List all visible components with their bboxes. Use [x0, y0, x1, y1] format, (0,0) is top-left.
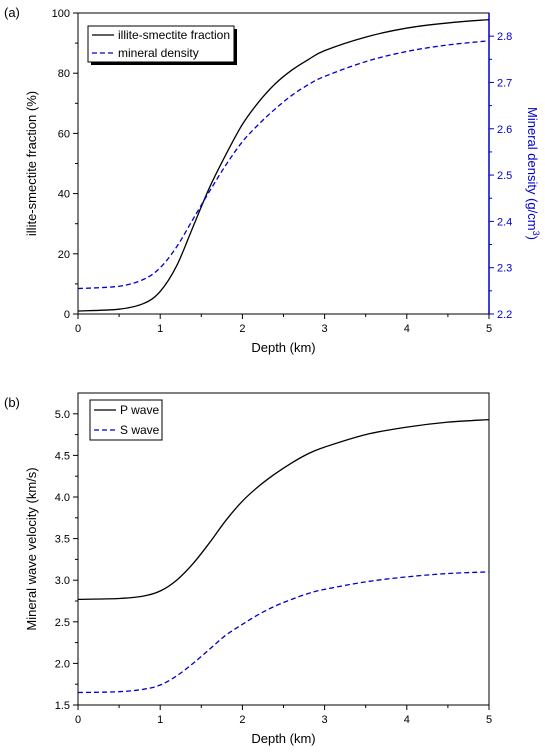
x-axis-label: Depth (km) [251, 340, 315, 355]
y2-axis-label-superscript: 3 [531, 231, 541, 236]
legend-label: S wave [120, 423, 160, 437]
x-tick-label: 5 [486, 323, 492, 335]
x-tick-label: 0 [75, 323, 81, 335]
panel-label: (a) [4, 5, 20, 20]
chart-panel-a: (a) 0 1 2 3 4 5 Depth (km) 0 20 40 60 80 100 illite-sm… [4, 5, 541, 355]
y-tick-label: 80 [58, 68, 70, 80]
y-tick-label: 3.5 [55, 534, 70, 546]
y2-tick-label: 2.2 [497, 309, 512, 321]
y2-tick-label: 2.7 [497, 77, 512, 89]
series-line-p-wave [77, 418, 490, 600]
y-tick-label: 20 [58, 249, 70, 261]
y2-tick-label: 2.6 [497, 124, 512, 136]
x-tick-label: 3 [322, 714, 328, 726]
y2-axis-label: Mineral density (g/cm3) [525, 107, 541, 240]
legend-box [89, 399, 163, 441]
y-tick-label: 4.5 [55, 450, 70, 462]
x-tick-label: 1 [157, 323, 163, 335]
y-tick-label: 2.0 [55, 658, 70, 670]
x-tick-label: 1 [157, 714, 163, 726]
panel-label: (b) [4, 395, 20, 410]
x-tick-label: 2 [239, 323, 245, 335]
y2-axis-label-main: Mineral density (g/cm [525, 107, 540, 231]
x-axis-label: Depth (km) [251, 731, 315, 746]
series-line-s-wave [77, 571, 490, 694]
y-tick-label: 40 [58, 189, 70, 201]
y-axis-label: illite-smectite fraction (%) [24, 91, 39, 236]
series-line-illite-smectite-fraction [77, 18, 490, 312]
x-tick-label: 5 [486, 714, 492, 726]
y-tick-label: 1.5 [55, 700, 70, 712]
series-line-mineral-density [77, 40, 490, 290]
x-tick-label: 4 [404, 323, 410, 335]
legend-label: mineral density [118, 46, 199, 60]
y-axis-label: Mineral wave velocity (km/s) [24, 467, 39, 630]
legend-box [87, 25, 235, 63]
y2-tick-label: 2.3 [497, 263, 512, 275]
x-tick-label: 2 [239, 714, 245, 726]
legend-label: P wave [120, 403, 159, 417]
legend-label: illite-smectite fraction [118, 28, 230, 42]
x-tick-label: 4 [404, 714, 410, 726]
y2-tick-label: 2.4 [497, 216, 512, 228]
y-tick-label: 2.5 [55, 617, 70, 629]
y2-axis-label-close: ) [525, 236, 540, 240]
x-tick-label: 3 [322, 323, 328, 335]
y-tick-label: 100 [52, 8, 70, 20]
y-tick-label: 0 [64, 309, 70, 321]
x-tick-label: 0 [75, 714, 81, 726]
y2-tick-label: 2.5 [497, 170, 512, 182]
y-tick-label: 3.0 [55, 575, 70, 587]
y-tick-label: 4.0 [55, 492, 70, 504]
chart-panel-b: (b) 0 1 2 3 4 5 Depth (km) 1.5 2.0 2.5 3.0 3.5 4.0 4.5… [4, 392, 492, 746]
y-tick-label: 60 [58, 128, 70, 140]
y-tick-label: 5.0 [55, 409, 70, 421]
y2-tick-label: 2.8 [497, 31, 512, 43]
